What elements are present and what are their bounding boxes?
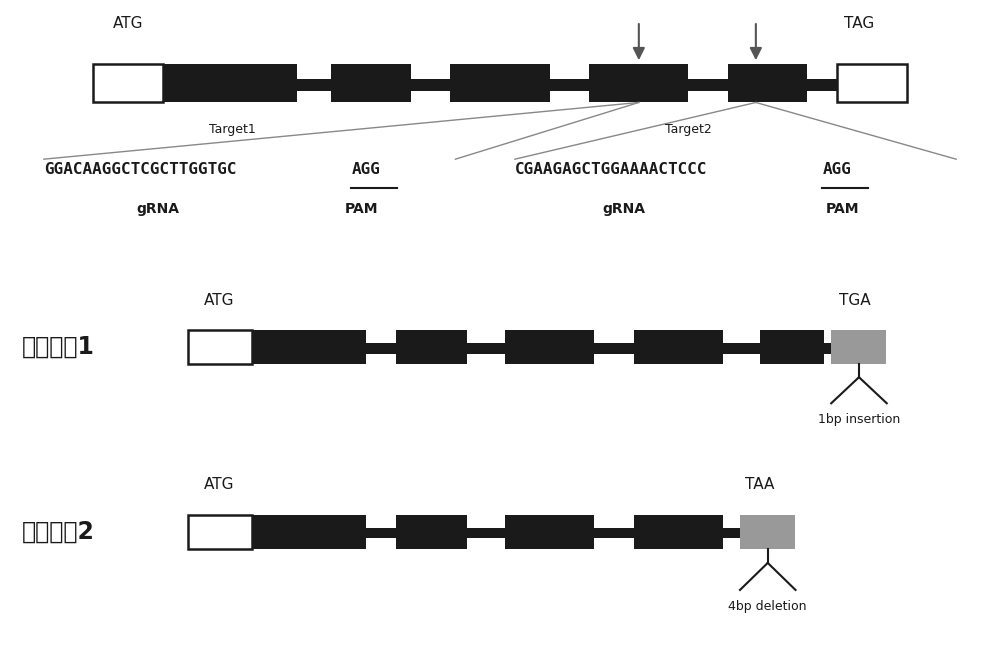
Text: CGAAGAGCTGGAAAACTCCC: CGAAGAGCTGGAAAACTCCC xyxy=(515,162,707,178)
Bar xyxy=(93,79,907,91)
Bar xyxy=(93,64,163,102)
Bar xyxy=(589,64,688,102)
Bar xyxy=(252,330,366,364)
Bar xyxy=(450,64,550,102)
Bar xyxy=(188,343,886,354)
Bar xyxy=(728,64,807,102)
Text: PAM: PAM xyxy=(825,202,859,216)
Text: 基因编輢2: 基因编輢2 xyxy=(22,520,95,544)
Bar xyxy=(188,515,252,549)
Bar xyxy=(252,515,366,549)
Text: Target2: Target2 xyxy=(665,123,712,136)
Bar xyxy=(740,515,795,549)
Bar xyxy=(188,528,795,538)
Bar xyxy=(396,515,467,549)
Text: TAA: TAA xyxy=(745,478,775,492)
Text: gRNA: gRNA xyxy=(136,202,179,216)
Text: 基因编輢1: 基因编輢1 xyxy=(22,335,95,359)
Bar xyxy=(837,64,907,102)
Bar xyxy=(634,515,723,549)
Text: GGACAAGGCTCGCTTGGTGC: GGACAAGGCTCGCTTGGTGC xyxy=(44,162,236,178)
Bar xyxy=(831,330,886,364)
Bar xyxy=(760,330,824,364)
Bar xyxy=(396,330,467,364)
Bar xyxy=(163,64,297,102)
Text: Target1: Target1 xyxy=(209,123,256,136)
Bar xyxy=(505,515,594,549)
Bar xyxy=(505,330,594,364)
Bar xyxy=(331,64,411,102)
Bar xyxy=(634,330,723,364)
Text: TGA: TGA xyxy=(839,293,871,307)
Text: TAG: TAG xyxy=(844,15,874,31)
Text: 4bp deletion: 4bp deletion xyxy=(728,600,807,613)
Text: ATG: ATG xyxy=(204,478,235,492)
Text: AGG: AGG xyxy=(351,162,380,178)
Text: AGG: AGG xyxy=(822,162,851,178)
Text: gRNA: gRNA xyxy=(602,202,645,216)
Text: ATG: ATG xyxy=(204,293,235,307)
Text: ATG: ATG xyxy=(113,15,143,31)
Text: 1bp insertion: 1bp insertion xyxy=(818,413,900,426)
Text: PAM: PAM xyxy=(344,202,378,216)
Bar xyxy=(188,330,252,364)
